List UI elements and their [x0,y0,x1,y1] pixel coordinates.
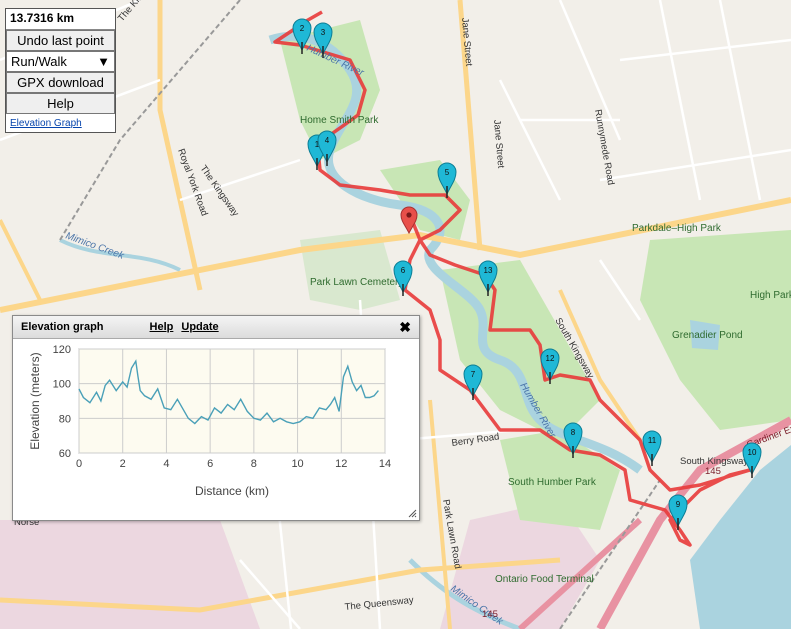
elevation-graph-window: Elevation graph Help Update ✖ 0 2 4 6 8 10 12 1… [12,315,420,521]
route-marker[interactable]: 12 [540,348,560,384]
x-tick-label: 0 [76,458,82,470]
undo-last-point-button[interactable]: Undo last point [6,30,115,51]
street-label: Jane Street [491,119,506,169]
gpx-download-button[interactable]: GPX download [6,72,115,93]
street-label: South Kingsway [680,456,748,467]
route-marker-label: 12 [546,354,555,363]
route-marker-label: 5 [445,168,450,177]
help-button[interactable]: Help [6,93,115,114]
elevation-window-header[interactable]: Elevation graph Help Update ✖ [13,316,419,339]
elevation-help-link[interactable]: Help [149,321,174,333]
resize-handle-icon[interactable] [407,508,417,518]
highway-number: 145 [705,466,721,477]
y-tick-label: 60 [59,448,71,460]
route-marker[interactable]: 5 [437,162,457,198]
y-tick-label: 100 [53,379,71,391]
route-marker-label: 10 [748,448,757,457]
route-marker[interactable]: 13 [478,260,498,296]
close-icon[interactable]: ✖ [399,319,411,335]
elevation-chart: 0 2 4 6 8 10 12 14 60 80 100 120 Distance (km) Elevat… [28,344,391,498]
route-marker[interactable]: 9 [668,494,688,530]
route-controls-panel: 13.7316 km Undo last point Run/Walk ▼ GP… [5,8,116,133]
route-marker-label: 3 [321,28,326,37]
x-tick-label: 14 [379,458,391,470]
chevron-down-icon: ▼ [97,54,110,69]
route-distance: 13.7316 km [6,9,115,30]
park-label: Parkdale–High Park [632,223,722,234]
x-tick-label: 2 [120,458,126,470]
route-marker[interactable]: 7 [463,364,483,400]
x-tick-label: 12 [335,458,347,470]
route-marker-label: 9 [676,500,681,509]
route-marker[interactable]: 11 [642,430,662,466]
start-marker[interactable] [400,206,418,235]
park-label: Park Lawn Cemetery [310,277,403,288]
route-marker[interactable]: 8 [563,422,583,458]
route-marker[interactable]: 6 [393,260,413,296]
y-axis-label: Elevation (meters) [28,352,42,449]
elevation-line [78,359,379,425]
route-marker-label: 13 [484,266,493,275]
route-marker-label: 6 [401,266,406,275]
route-marker[interactable]: 3 [313,22,333,58]
route-marker-label: 1 [315,140,320,149]
park-label: Home Smith Park [300,115,379,126]
route-marker[interactable]: 10 [742,442,762,478]
route-marker-label: 8 [571,428,576,437]
plot-area [78,348,386,454]
x-tick-label: 6 [207,458,213,470]
y-tick-label: 120 [53,344,71,356]
mode-select-value: Run/Walk [11,54,67,69]
street-label: Jane Street [459,17,474,67]
route-marker-label: 7 [471,370,476,379]
elevation-graph-link[interactable]: Elevation Graph [10,118,82,129]
highway-number: 145 [482,609,498,620]
mode-select[interactable]: Run/Walk ▼ [6,51,115,72]
elevation-update-link[interactable]: Update [181,321,219,333]
park-label: Grenadier Pond [672,330,743,341]
route-marker-label: 11 [648,436,657,445]
park-label: South Humber Park [508,477,597,488]
y-tick-label: 80 [59,413,71,425]
x-tick-label: 10 [291,458,303,470]
park-label: Ontario Food Terminal [495,574,594,585]
route-marker-label: 4 [325,136,330,145]
elevation-window-title: Elevation graph [21,321,104,333]
route-marker-label: 2 [300,24,305,33]
x-tick-label: 4 [163,458,169,470]
x-tick-label: 8 [251,458,257,470]
street-label: Norse [14,517,39,528]
park-label: High Park [750,290,791,301]
x-axis-label: Distance (km) [195,484,269,498]
route-marker[interactable]: 2 [292,18,312,54]
route-marker[interactable]: 4 [317,130,337,166]
